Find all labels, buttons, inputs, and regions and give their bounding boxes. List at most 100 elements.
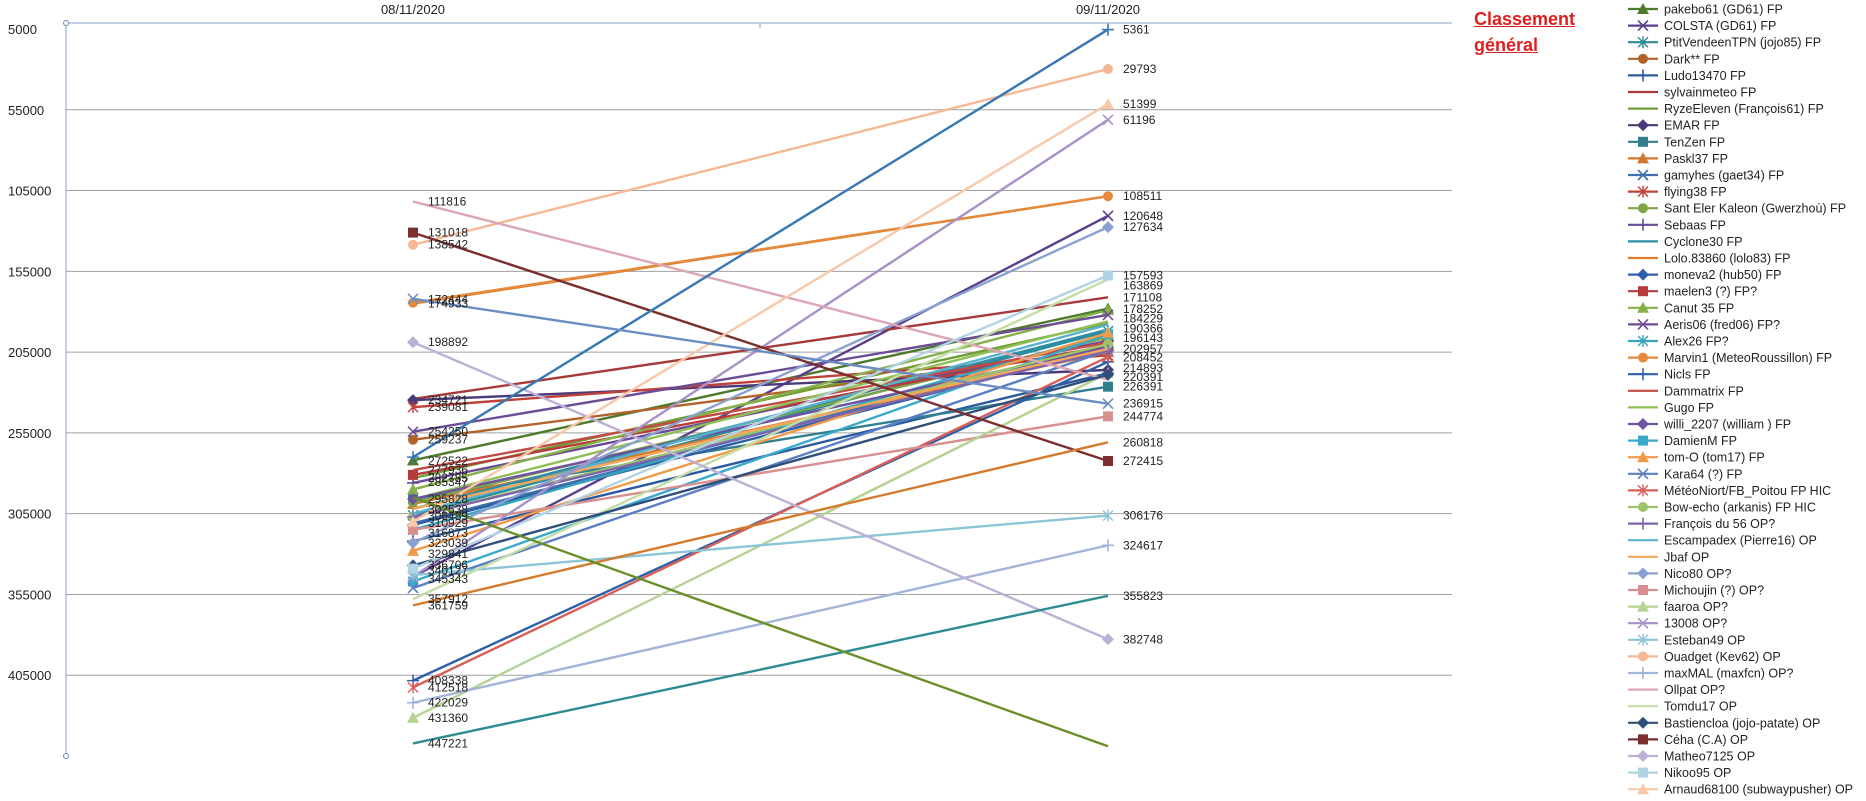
data-label: 408338 (428, 674, 468, 688)
data-label: 282785 (428, 471, 468, 485)
data-label: 244774 (1123, 409, 1163, 423)
legend-label: EMAR FP (1664, 119, 1720, 133)
legend-item: sylvainmeteo FP (1628, 86, 1756, 100)
legend-label: Arnaud68100 (subwaypusher) OP (1664, 783, 1853, 797)
legend-label: Nicls FP (1664, 368, 1711, 382)
series-line (412, 28, 1109, 459)
legend-label: pakebo61 (GD61) FP (1664, 3, 1783, 17)
legend-item: Ollpat OP? (1628, 683, 1725, 697)
axis-handle (63, 20, 69, 26)
series-40 (408, 64, 1113, 250)
legend-item: Aeris06 (fred06) FP? (1628, 318, 1780, 332)
legend-label: sylvainmeteo FP (1664, 86, 1756, 100)
data-point (1103, 411, 1113, 422)
legend-label: Escampadex (Pierre16) OP (1664, 534, 1817, 548)
y-tick-label: 255000 (8, 426, 51, 441)
legend-label: Sebaas FP (1664, 218, 1726, 232)
data-point (1102, 368, 1114, 381)
legend-marker (1637, 633, 1649, 646)
legend-label: Lolo.83860 (lolo83) FP (1664, 252, 1790, 266)
data-label: 285347 (428, 475, 468, 489)
legend-item: EMAR FP (1628, 119, 1720, 133)
legend-marker (1637, 451, 1649, 463)
legend-marker (1637, 567, 1649, 580)
legend-marker (1637, 335, 1649, 347)
legend-label: RyzeEleven (François61) FP (1664, 102, 1824, 116)
legend-label: Céha (C.A) OP (1664, 733, 1748, 747)
series-line (412, 331, 1109, 552)
data-label: 295828 (428, 492, 468, 506)
legend-label: Canut 35 FP (1664, 301, 1734, 315)
series-line (412, 373, 1109, 567)
series-31 (408, 339, 1113, 522)
series-line (412, 102, 1109, 523)
series-line (412, 195, 1109, 304)
legend-item: gamyhes (gaet34) FP (1628, 169, 1784, 183)
chart-title: Classement général (1474, 9, 1576, 55)
legend-item: Lolo.83860 (lolo83) FP (1628, 252, 1790, 266)
legend-marker (1638, 585, 1648, 595)
data-point (407, 493, 419, 506)
data-label: 447221 (428, 736, 468, 750)
legend-item: TenZen FP (1628, 135, 1725, 149)
data-point (1102, 23, 1114, 36)
data-point (1102, 97, 1114, 109)
legend-item: faaroa OP? (1628, 600, 1728, 614)
data-label: 239081 (428, 400, 468, 414)
legend-item: moneva2 (hub50) FP (1628, 268, 1781, 282)
data-point (407, 336, 419, 349)
legend-item: willi_2207 (william ) FP (1628, 418, 1791, 432)
data-point (407, 394, 419, 407)
y-tick-label: 355000 (8, 587, 51, 602)
legend-item: Sant Eler Kaleon (Gwerzhoù) FP (1628, 202, 1846, 216)
legend-label: moneva2 (hub50) FP (1664, 268, 1781, 282)
legend-item: MétéoNiort/FB_Poitou FP HIC (1628, 484, 1831, 498)
series-line (412, 274, 1109, 570)
legend-label: Sant Eler Kaleon (Gwerzhoù) FP (1664, 202, 1846, 216)
data-label: 357912 (428, 592, 468, 606)
data-point (408, 576, 418, 587)
legend-label: Bastiencloa (jojo-patate) OP (1664, 716, 1820, 730)
data-label: 336706 (428, 558, 468, 572)
legend-marker (1637, 750, 1649, 762)
series-46 (407, 336, 1114, 646)
legend-item: Escampadex (Pierre16) OP (1628, 534, 1817, 548)
data-label: 138542 (428, 238, 468, 252)
legend-item: Bastiencloa (jojo-patate) OP (1628, 716, 1820, 730)
legend-marker (1638, 734, 1648, 745)
legend-item: Michoujin (?) OP? (1628, 584, 1764, 598)
legend-item: Tomdu17 OP (1628, 700, 1737, 714)
legend-marker (1637, 517, 1649, 530)
grid-layer: 5000 55000 105000 155000 205000 255000 305000 3… (8, 2, 1452, 759)
series-35 (407, 221, 1114, 549)
legend-marker (1637, 716, 1649, 729)
x-tick-label: 08/11/2020 (381, 2, 445, 17)
legend-label: Bow-echo (arkanis) FP HIC (1664, 501, 1816, 515)
series-36 (408, 411, 1113, 535)
legend-marker (1637, 36, 1649, 49)
legend-item: Dammatrix FP (1628, 384, 1744, 398)
data-label: 196143 (1123, 331, 1163, 345)
y-tick-label: 55000 (8, 103, 44, 118)
series-line (412, 341, 1109, 641)
legend-item: Jbaf OP (1628, 550, 1709, 564)
legend-label: COLSTA (GD61) FP (1664, 19, 1776, 33)
legend-item: Dark** FP (1628, 52, 1720, 66)
legend-marker (1637, 318, 1649, 330)
data-point (407, 293, 419, 305)
data-point (1103, 381, 1113, 392)
legend-item: Kara64 (?) FP (1628, 467, 1743, 481)
series-line (412, 231, 1109, 463)
series-48 (407, 97, 1114, 527)
data-point (408, 227, 418, 238)
series-52 (407, 293, 1114, 410)
legend-label: Dammatrix FP (1664, 384, 1744, 398)
legend-label: MétéoNiort/FB_Poitou FP HIC (1664, 484, 1831, 498)
data-label: 214893 (1123, 361, 1163, 375)
data-label: 61196 (1123, 113, 1156, 127)
data-label: 226391 (1123, 380, 1163, 394)
y-tick-label: 205000 (8, 345, 51, 360)
legend-marker (1637, 185, 1649, 198)
